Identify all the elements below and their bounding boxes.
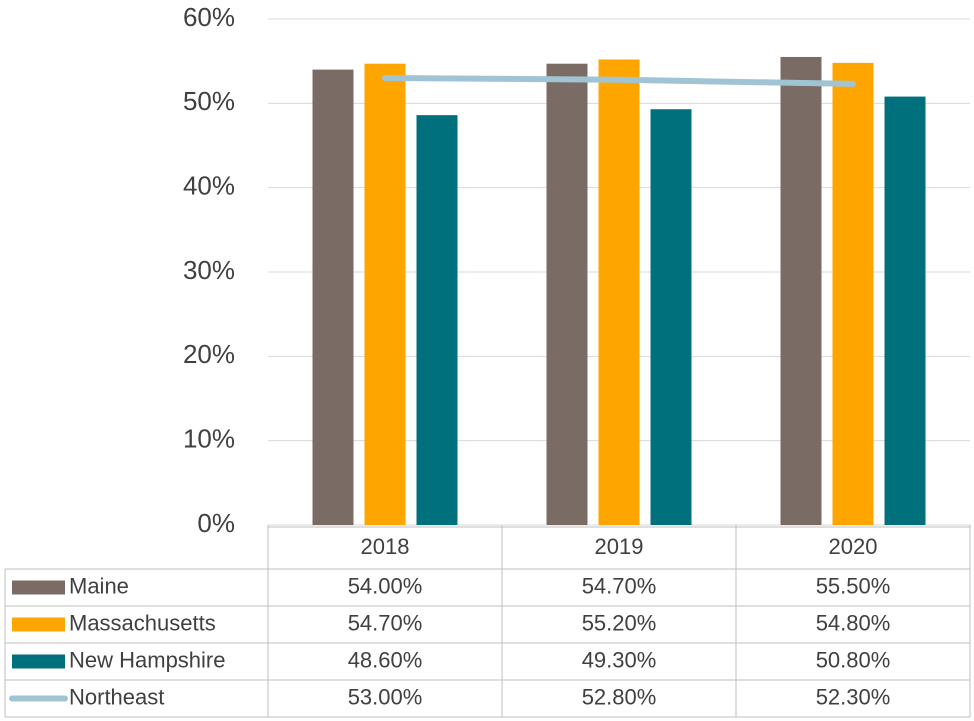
table-value: 54.70% bbox=[582, 573, 657, 598]
y-tick-label: 0% bbox=[197, 508, 235, 538]
bar bbox=[598, 59, 640, 525]
table-value: 54.70% bbox=[348, 610, 423, 635]
table-value: 55.50% bbox=[816, 573, 891, 598]
table-value: 49.30% bbox=[582, 647, 657, 672]
legend-key bbox=[12, 617, 65, 632]
y-tick-label: 60% bbox=[183, 2, 235, 32]
legend-label: Maine bbox=[69, 573, 129, 598]
table-value: 55.20% bbox=[582, 610, 657, 635]
table-value: 50.80% bbox=[816, 647, 891, 672]
bar bbox=[312, 69, 354, 525]
table-value: 53.00% bbox=[348, 684, 423, 709]
x-tick-label: 2019 bbox=[595, 534, 644, 559]
legend-label: New Hampshire bbox=[69, 647, 226, 672]
table-value: 54.00% bbox=[348, 573, 423, 598]
legend-label: Northeast bbox=[69, 684, 164, 709]
y-tick-label: 30% bbox=[183, 255, 235, 285]
y-tick-label: 10% bbox=[183, 424, 235, 454]
table-value: 54.80% bbox=[816, 610, 891, 635]
bar bbox=[832, 62, 874, 525]
table-value: 52.80% bbox=[582, 684, 657, 709]
legend-key bbox=[12, 654, 65, 669]
x-tick-label: 2018 bbox=[361, 534, 410, 559]
bar bbox=[364, 63, 406, 526]
x-tick-label: 2020 bbox=[829, 534, 878, 559]
y-tick-label: 50% bbox=[183, 86, 235, 116]
bar bbox=[416, 115, 458, 525]
legend-label: Massachusetts bbox=[69, 610, 216, 635]
table-value: 52.30% bbox=[816, 684, 891, 709]
bar bbox=[780, 56, 822, 525]
y-tick-label: 20% bbox=[183, 339, 235, 369]
bar bbox=[650, 109, 692, 525]
y-tick-label: 40% bbox=[183, 171, 235, 201]
bar bbox=[884, 96, 926, 525]
legend-key bbox=[12, 580, 65, 595]
line-series bbox=[382, 75, 856, 87]
table-value: 48.60% bbox=[348, 647, 423, 672]
bar bbox=[546, 63, 588, 526]
